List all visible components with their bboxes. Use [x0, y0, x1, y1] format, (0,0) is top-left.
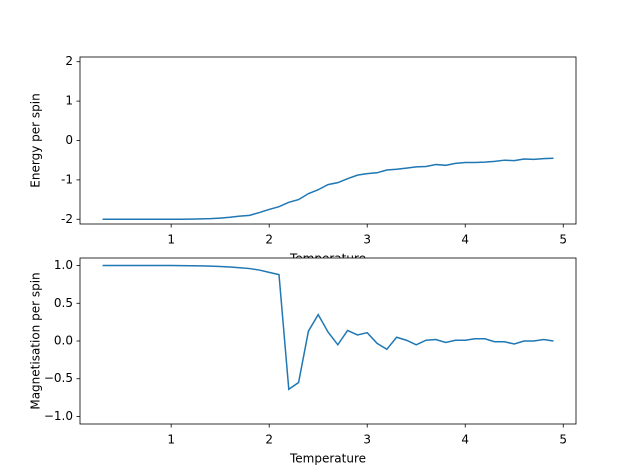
y-tick-label: −1.0 [44, 409, 73, 423]
x-tick-label: 4 [461, 233, 469, 247]
x-tick-label: 1 [167, 433, 175, 447]
axes-frame [79, 257, 577, 425]
x-tick-label: 3 [363, 233, 371, 247]
y-axis-label: Magnetisation per spin [29, 272, 43, 409]
data-line [102, 157, 554, 221]
y-tick-label: 0.5 [54, 296, 73, 310]
y-tick-label: 1.0 [54, 258, 73, 272]
x-tick-label: 1 [167, 233, 175, 247]
x-tick-label: 3 [363, 433, 371, 447]
x-tick-label: 4 [461, 433, 469, 447]
y-axis-label: Energy per spin [29, 93, 43, 187]
y-tick-label: 0 [65, 133, 73, 147]
data-line [102, 264, 554, 391]
y-tick-label: 1 [65, 94, 73, 108]
x-tick-label: 5 [559, 233, 567, 247]
x-tick-label: 2 [265, 233, 273, 247]
y-tick-label: -1 [61, 172, 73, 186]
x-tick-label: 2 [265, 433, 273, 447]
axes-background [80, 57, 576, 224]
y-tick-label: −0.5 [44, 371, 73, 385]
y-tick-label: -2 [61, 212, 73, 226]
axes-frame [79, 56, 577, 225]
y-tick-label: 0.0 [54, 334, 73, 348]
y-tick-label: 2 [65, 54, 73, 68]
x-axis-label: Temperature [289, 452, 366, 466]
x-tick-label: 5 [559, 433, 567, 447]
